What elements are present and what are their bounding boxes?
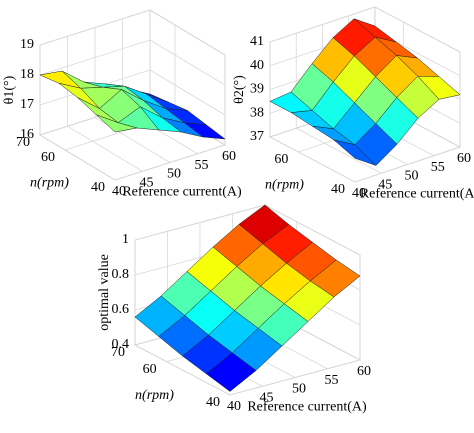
z-tick-label: 40 bbox=[250, 58, 264, 73]
z-grid-line bbox=[374, 6, 461, 53]
z-grid-line bbox=[149, 39, 226, 86]
x-tick-label: 60 bbox=[457, 151, 471, 166]
x-tick-label: 55 bbox=[195, 158, 209, 173]
y-tick-label: 70 bbox=[111, 345, 125, 360]
z-axis-label: θ2(°) bbox=[232, 75, 247, 104]
x-tick-label: 45 bbox=[260, 390, 274, 405]
x-axis-label: Reference current(A) bbox=[247, 400, 367, 415]
x-axis-label: Reference current(A) bbox=[360, 187, 474, 202]
z-tick-label: 0.4 bbox=[112, 337, 130, 352]
y-tick-label: 40 bbox=[91, 180, 105, 195]
x-tick-label: 50 bbox=[292, 382, 306, 397]
y-tick-label: 60 bbox=[143, 362, 157, 377]
surface-patch bbox=[96, 114, 138, 133]
y-tick-label: 60 bbox=[41, 150, 55, 165]
z-tick-label: 41 bbox=[250, 34, 264, 49]
z-axis-label: θ1(°) bbox=[2, 75, 17, 104]
y-tick-label: 40 bbox=[331, 182, 345, 197]
x-tick-label: 45 bbox=[378, 177, 392, 192]
z-tick-label: 16 bbox=[20, 127, 34, 142]
z-grid-line bbox=[149, 69, 226, 116]
x-tick-label: 55 bbox=[431, 160, 445, 175]
x-tick-label: 40 bbox=[227, 399, 241, 414]
z-tick-label: 19 bbox=[20, 37, 34, 52]
x-grid-line bbox=[39, 134, 116, 181]
z-tick-label: 38 bbox=[250, 105, 264, 120]
x-tick-label: 40 bbox=[352, 186, 366, 201]
z-grid-line bbox=[149, 9, 226, 56]
z-tick-label: 17 bbox=[20, 97, 34, 112]
z-axis-label: optimal value bbox=[97, 254, 112, 331]
x-tick-label: 50 bbox=[167, 167, 181, 182]
x-tick-label: 40 bbox=[112, 184, 126, 199]
z-tick-label: 0.8 bbox=[112, 267, 130, 282]
x-tick-label: 45 bbox=[140, 175, 154, 190]
y-tick-label: 40 bbox=[206, 395, 220, 410]
y-axis-label: n(rpm) bbox=[30, 176, 69, 191]
y-axis-label: n(rpm) bbox=[265, 178, 304, 193]
y-grid-line bbox=[354, 146, 461, 183]
surface-patch bbox=[333, 139, 377, 166]
z-tick-label: 0.6 bbox=[112, 302, 130, 317]
y-tick-label: 60 bbox=[274, 152, 288, 167]
y-axis-label: n(rpm) bbox=[135, 388, 174, 403]
z-tick-label: 1 bbox=[122, 232, 129, 247]
x-grid-line bbox=[296, 127, 382, 174]
z-tick-label: 37 bbox=[250, 129, 264, 144]
x-tick-label: 55 bbox=[325, 373, 339, 388]
z-tick-label: 39 bbox=[250, 82, 264, 97]
z-grid-line bbox=[264, 204, 361, 256]
x-tick-label: 50 bbox=[405, 169, 419, 184]
y-grid-line bbox=[229, 359, 361, 396]
x-grid-line bbox=[269, 136, 356, 183]
x-tick-label: 60 bbox=[357, 364, 371, 379]
surface-patch bbox=[205, 352, 257, 392]
y-tick-label: 70 bbox=[16, 135, 30, 150]
y-grid-line bbox=[114, 144, 226, 181]
x-tick-label: 60 bbox=[222, 149, 236, 164]
x-axis-label: Reference current(A) bbox=[122, 185, 242, 200]
z-tick-label: 18 bbox=[20, 67, 34, 82]
x-grid-line bbox=[67, 125, 143, 172]
x-grid-line bbox=[134, 344, 231, 396]
